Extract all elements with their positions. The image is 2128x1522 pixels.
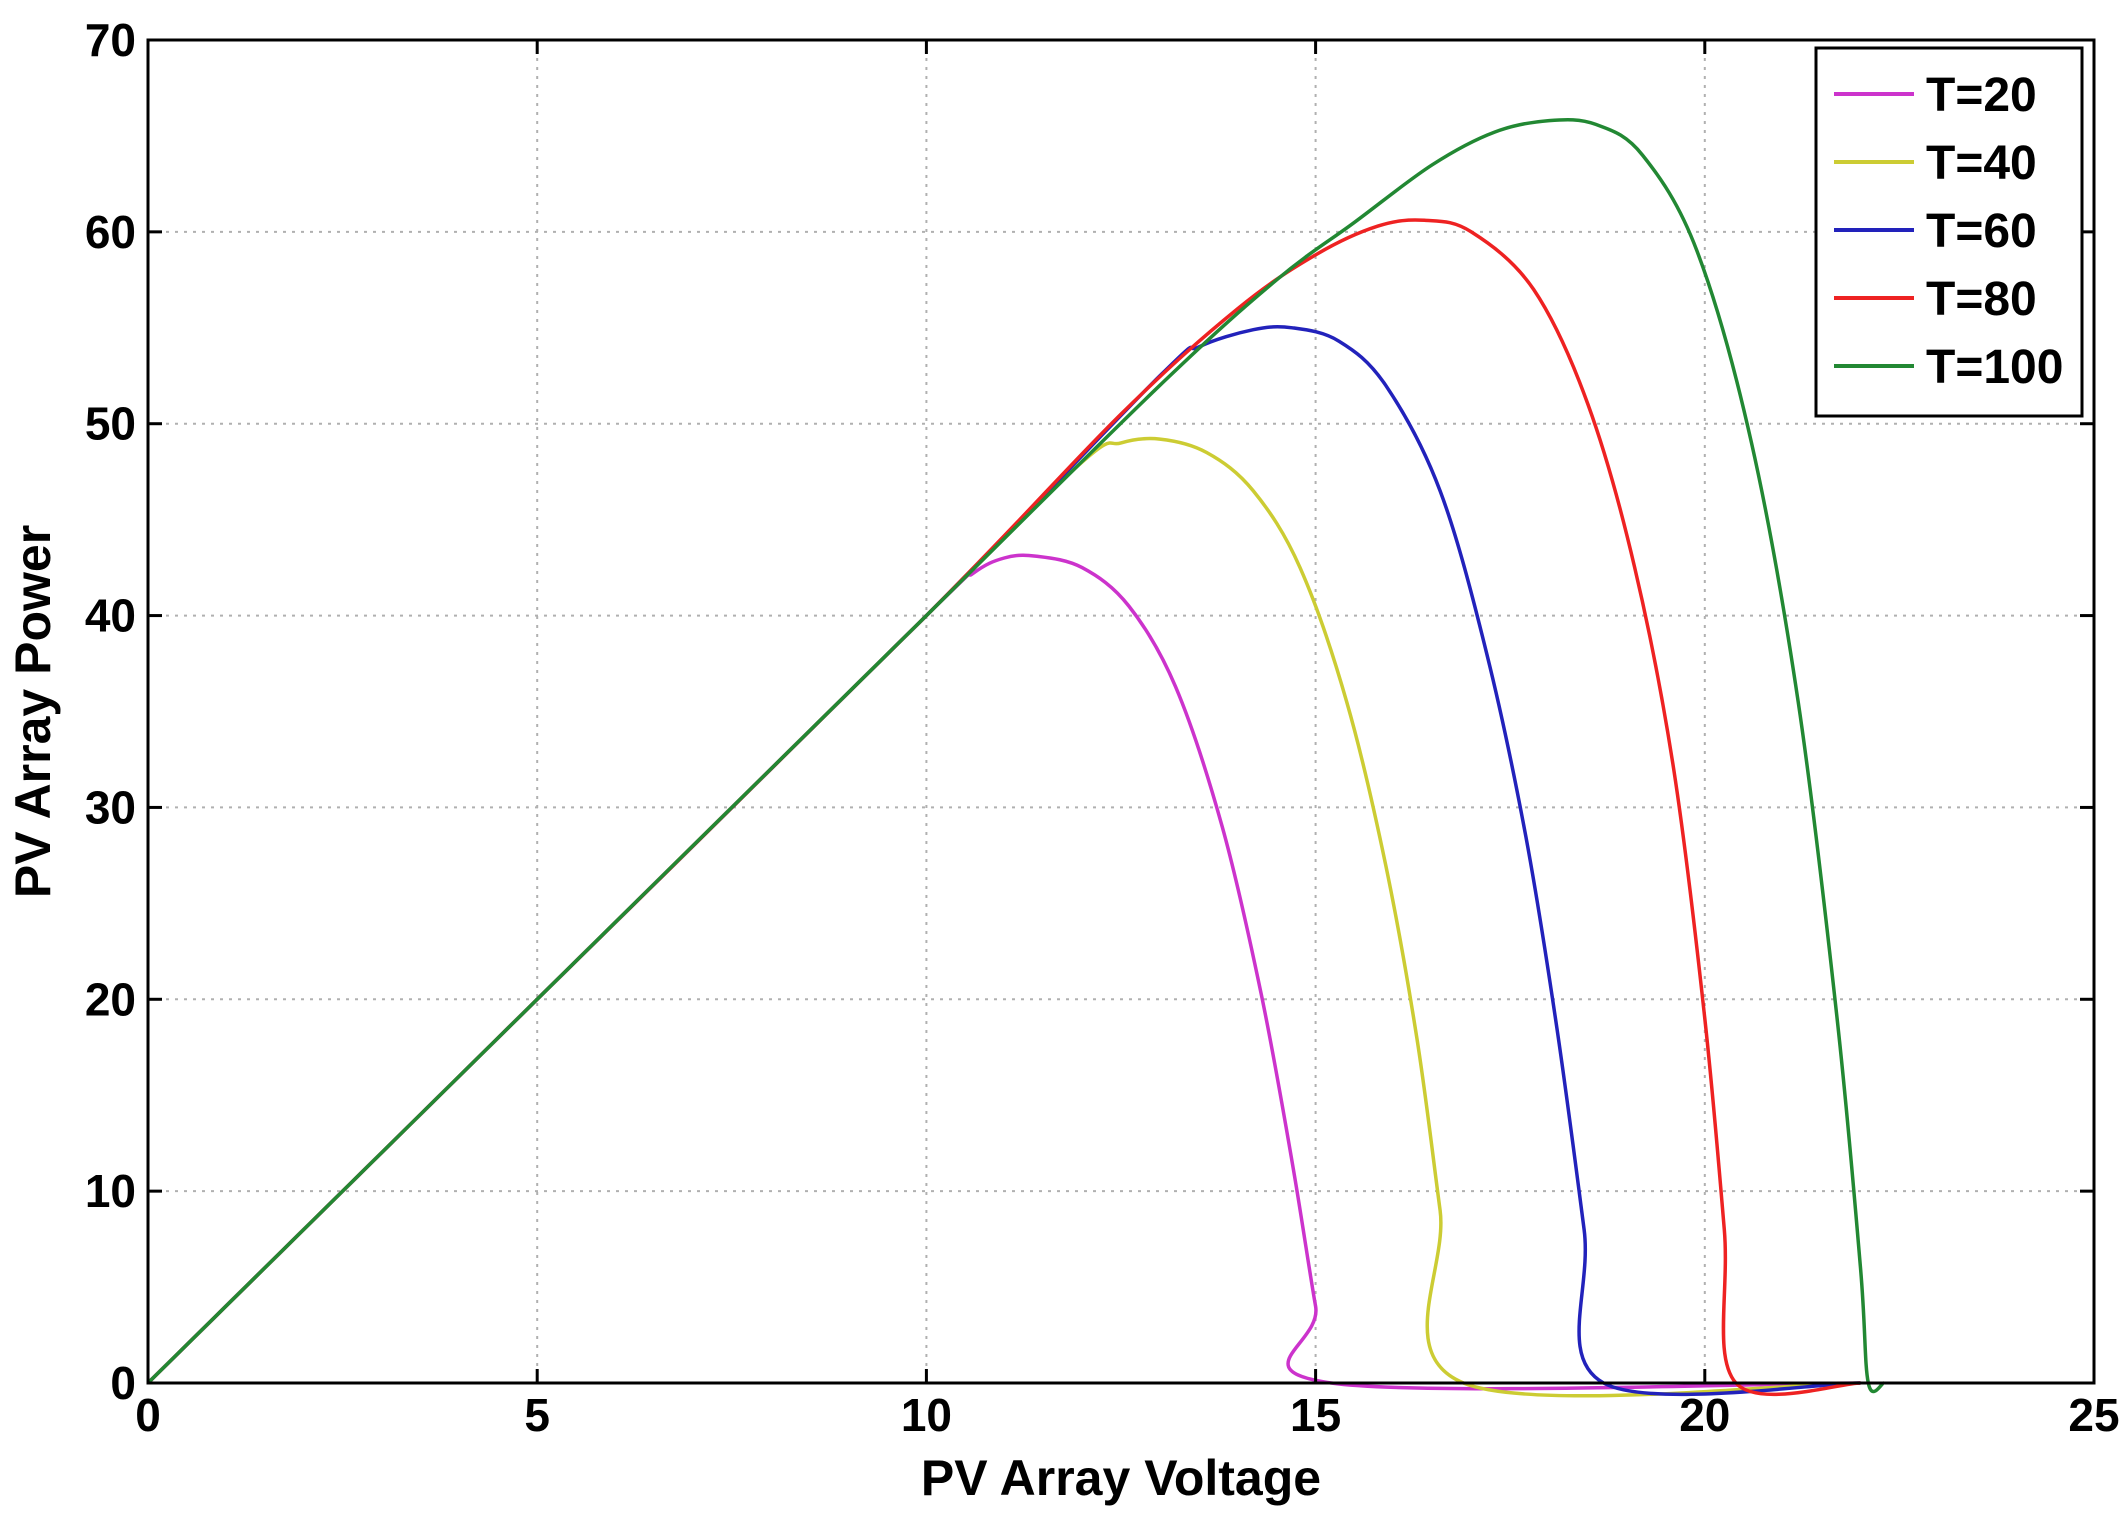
- y-tick-label-1: 10: [85, 1165, 136, 1217]
- y-tick-label-4: 40: [85, 590, 136, 642]
- y-tick-label-7: 70: [85, 14, 136, 66]
- x-tick-label-3: 15: [1290, 1389, 1341, 1441]
- x-tick-label-5: 25: [2068, 1389, 2119, 1441]
- x-tick-label-4: 20: [1679, 1389, 1730, 1441]
- legend-label-t-100: T=100: [1926, 341, 2063, 394]
- legend-label-t-40: T=40: [1926, 137, 2037, 190]
- plot-frame: [146, 38, 2096, 1385]
- y-tick-label-0: 0: [110, 1357, 136, 1409]
- y-tick-label-6: 60: [85, 206, 136, 258]
- y-tick-label-5: 50: [85, 398, 136, 450]
- legend-label-t-80: T=80: [1926, 273, 2037, 326]
- y-tick-label-2: 20: [85, 973, 136, 1025]
- x-tick-label-1: 5: [524, 1389, 550, 1441]
- axis-ticks: 0 5 10 15 20 25 0 10 20 30 40 50 60 70: [85, 14, 2120, 1441]
- legend-label-t-20: T=20: [1926, 69, 2037, 122]
- x-tick-label-2: 10: [901, 1389, 952, 1441]
- y-axis-label: PV Array Power: [5, 525, 61, 898]
- x-axis-label: PV Array Voltage: [921, 1450, 1321, 1506]
- series-line-t-100: [146, 117, 1885, 1394]
- x-tick-label-0: 0: [135, 1389, 161, 1441]
- series-lines: [146, 117, 1885, 1398]
- legend-label-t-60: T=60: [1926, 205, 2037, 258]
- legend: T=20 T=40 T=60 T=80 T=100: [1814, 46, 2084, 418]
- y-tick-label-3: 30: [85, 781, 136, 833]
